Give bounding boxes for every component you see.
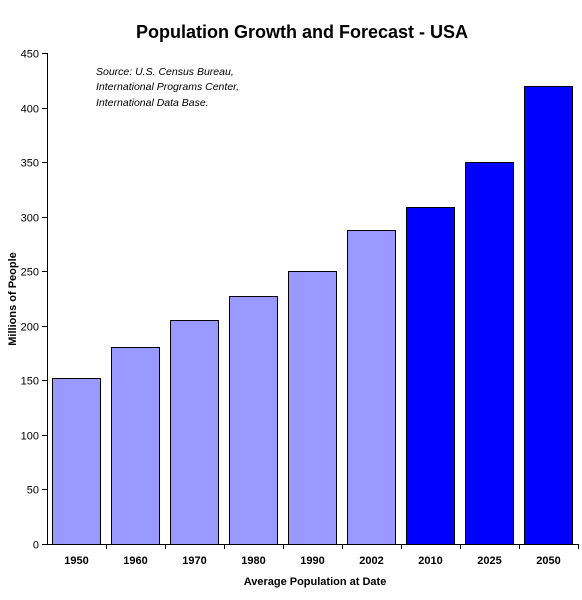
x-tick-label-2010: 2010 xyxy=(418,555,442,567)
y-tick-label-200: 200 xyxy=(21,322,39,334)
y-axis-ticks: 0 50 100 150 200 250 300 350 400 450 xyxy=(21,49,47,552)
source-note-line-2: International Programs Center, xyxy=(96,81,239,93)
x-axis-title: Average Population at Date xyxy=(244,576,387,588)
bar-1990 xyxy=(288,271,337,545)
bar-2050 xyxy=(524,86,573,545)
source-note: Source: U.S. Census Bureau, Internationa… xyxy=(96,66,239,109)
x-tick-label-2002: 2002 xyxy=(359,555,383,567)
x-tick-label-1980: 1980 xyxy=(241,555,265,567)
bar-2010 xyxy=(406,207,455,545)
y-tick-label-100: 100 xyxy=(21,431,39,443)
y-tick-label-50: 50 xyxy=(27,485,39,497)
y-axis-title: Millions of People xyxy=(7,252,19,346)
y-tick-label-150: 150 xyxy=(21,376,39,388)
y-tick-label-450: 450 xyxy=(21,49,39,61)
y-tick-label-350: 350 xyxy=(21,158,39,170)
x-tick-label-1970: 1970 xyxy=(182,555,206,567)
x-tick-label-1990: 1990 xyxy=(300,555,324,567)
source-note-line-3: International Data Base. xyxy=(96,97,209,109)
x-tick-label-1950: 1950 xyxy=(64,555,88,567)
x-axis-ticks: 1950 1960 1970 1980 1990 2002 2010 2025 2050 xyxy=(64,544,579,567)
bar-1950 xyxy=(52,378,101,545)
y-tick-label-0: 0 xyxy=(33,540,39,552)
bar-series xyxy=(52,86,573,545)
y-tick-label-250: 250 xyxy=(21,267,39,279)
x-tick-label-2050: 2050 xyxy=(536,555,560,567)
bar-1970 xyxy=(170,320,219,545)
x-tick-label-2025: 2025 xyxy=(477,555,501,567)
y-tick-label-300: 300 xyxy=(21,213,39,225)
chart-title: Population Growth and Forecast - USA xyxy=(136,22,468,42)
bar-1980 xyxy=(229,296,278,545)
x-tick-label-1960: 1960 xyxy=(123,555,147,567)
bar-2002 xyxy=(347,230,396,545)
bar-1960 xyxy=(111,347,160,545)
source-note-line-1: Source: U.S. Census Bureau, xyxy=(96,66,234,78)
bar-2025 xyxy=(465,162,514,545)
y-tick-label-400: 400 xyxy=(21,104,39,116)
